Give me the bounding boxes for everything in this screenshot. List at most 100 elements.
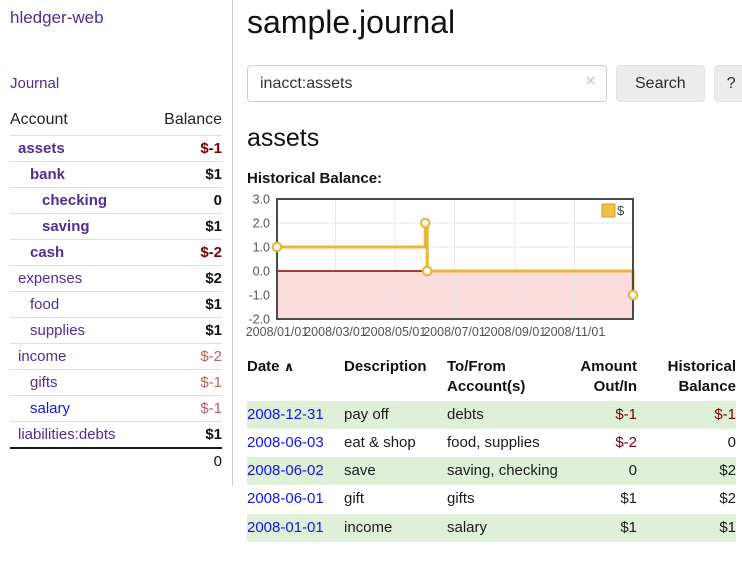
account-balance: $1 <box>146 291 222 318</box>
y-axis-tick-label: -2.0 <box>248 313 270 327</box>
accounts-header-balance: Balance <box>164 111 222 128</box>
transaction-description: income <box>344 518 393 536</box>
sidebar-item-journal[interactable]: Journal <box>10 75 60 92</box>
account-name-cell: liabilities:debts <box>10 421 147 448</box>
account-row: gifts $-1 <box>10 369 222 396</box>
data-point-marker <box>271 241 283 253</box>
transaction-date-link[interactable]: 2008-06-03 <box>247 433 324 451</box>
transaction-accounts: debts <box>447 405 484 423</box>
register-row: 2008-06-02 save saving, checking 0 $2 <box>247 457 736 486</box>
data-point-marker <box>627 289 639 301</box>
account-balance: 0 <box>146 187 222 214</box>
sidebar-nav: Journal <box>10 75 222 93</box>
account-balance: $-1 <box>146 135 222 162</box>
col-amount-out-in: Amount Out/In <box>580 358 637 396</box>
x-axis-tick-label: 2008/03/01 <box>304 325 367 339</box>
main-content: sample.journal ✕ Search ? assets Histori… <box>233 0 742 542</box>
col-date[interactable]: Date ∧ <box>247 355 344 401</box>
account-row: checking 0 <box>10 187 222 214</box>
accounts-table: Account Balance assets $-1 bank $1 checking 0… <box>10 109 222 474</box>
register-row: 2008-12-31 pay off debts $-1 $-1 <box>247 400 736 429</box>
register-table: Date ∧ Description To/From Account(s) Am… <box>247 355 736 542</box>
accounts-tbody: assets $-1 bank $1 checking 0 saving $1 cash $-2 e… <box>10 135 222 448</box>
account-balance: $-1 <box>146 369 222 396</box>
help-button[interactable]: ? <box>713 65 742 102</box>
account-link-assets[interactable]: assets <box>18 140 65 157</box>
search-form: ✕ Search ? <box>247 65 742 102</box>
account-name-cell: checking <box>10 187 147 214</box>
chart-heading: Historical Balance: <box>247 170 383 187</box>
account-row: food $1 <box>10 291 222 318</box>
transaction-accounts: gifts <box>447 490 475 508</box>
transaction-accounts: food, supplies <box>447 433 540 451</box>
search-input[interactable] <box>247 65 607 102</box>
register-row: 2008-01-01 income salary $1 $1 <box>247 513 736 542</box>
x-axis-tick-label: 2008/01/01 <box>246 325 309 339</box>
accounts-header-account: Account <box>10 111 68 128</box>
account-link-income[interactable]: income <box>18 348 67 365</box>
transaction-date-link[interactable]: 2008-01-01 <box>247 518 324 536</box>
account-link-supplies[interactable]: supplies <box>30 322 86 339</box>
register-row: 2008-06-01 gift gifts $1 $2 <box>247 485 736 513</box>
transaction-balance: $2 <box>719 462 736 479</box>
transaction-accounts: salary <box>447 518 488 536</box>
account-link-cash[interactable]: cash <box>30 244 65 261</box>
x-axis-tick-label: 2008/07/01 <box>423 325 486 339</box>
app-title-link[interactable]: hledger-web <box>10 8 104 27</box>
x-axis-tick-label: 2008/05/01 <box>364 325 427 339</box>
y-axis-tick-label: 3.0 <box>253 193 270 207</box>
account-link-liabilities-debts[interactable]: liabilities:debts <box>18 426 116 443</box>
transaction-date-cell: 2008-06-01 <box>247 485 344 513</box>
col-description: Description <box>344 358 427 375</box>
account-link-bank[interactable]: bank <box>30 166 66 183</box>
y-axis-tick-label: 1.0 <box>253 241 270 255</box>
account-link-food[interactable]: food <box>30 296 60 313</box>
account-link-saving[interactable]: saving <box>42 218 90 235</box>
account-name-cell: supplies <box>10 317 147 344</box>
account-balance: $-2 <box>146 343 222 370</box>
transaction-date-link[interactable]: 2008-12-31 <box>247 405 324 423</box>
account-row: income $-2 <box>10 343 222 370</box>
transaction-accounts: saving, checking <box>447 462 558 479</box>
col-accounts: To/From Account(s) <box>447 358 526 396</box>
transaction-description: gift <box>344 490 365 508</box>
search-button[interactable]: Search <box>616 65 705 102</box>
account-row: supplies $1 <box>10 317 222 344</box>
transaction-date-cell: 2008-01-01 <box>247 514 344 542</box>
register-row: 2008-06-03 eat & shop food, supplies $-2 0 <box>247 429 736 457</box>
account-link-gifts[interactable]: gifts <box>30 374 58 391</box>
account-name-cell: food <box>10 291 147 318</box>
transaction-description: save <box>344 462 376 479</box>
transaction-description: pay off <box>344 405 389 423</box>
account-name-cell: expenses <box>10 265 147 292</box>
transaction-amount: $-2 <box>615 433 637 451</box>
y-axis-tick-label: 2.0 <box>253 217 270 231</box>
account-row: assets $-1 <box>10 135 222 162</box>
account-name-cell: bank <box>10 161 147 188</box>
account-balance: $2 <box>146 265 222 292</box>
transaction-balance: 0 <box>727 433 736 451</box>
account-name-cell: gifts <box>10 369 147 396</box>
transaction-date-link[interactable]: 2008-06-02 <box>247 462 324 479</box>
col-historical-balance: Historical Balance <box>667 358 736 396</box>
transaction-date-link[interactable]: 2008-06-01 <box>247 490 324 508</box>
accounts-total-value: 0 <box>146 447 222 474</box>
account-link-expenses[interactable]: expenses <box>18 270 83 287</box>
account-link-checking[interactable]: checking <box>42 192 108 209</box>
account-balance: $1 <box>146 213 222 240</box>
data-point-marker <box>419 217 431 229</box>
register-header-row: Date ∧ Description To/From Account(s) Am… <box>247 355 736 401</box>
account-balance: $1 <box>146 161 222 188</box>
data-point-marker <box>421 265 433 277</box>
account-name-cell: saving <box>10 213 147 240</box>
transaction-description: eat & shop <box>344 433 416 451</box>
account-link-salary[interactable]: salary <box>30 400 71 417</box>
x-axis-tick-label: 2008/09/01 <box>484 325 547 339</box>
y-axis-tick-label: -1.0 <box>248 289 270 303</box>
account-name-cell: salary <box>10 395 147 422</box>
x-axis-tick-label: 2008/11/01 <box>544 325 606 339</box>
register-tbody: 2008-12-31 pay off debts $-1 $-1 2008-06-03 ea… <box>247 400 736 542</box>
clear-search-icon[interactable]: ✕ <box>584 73 597 90</box>
accounts-total-row: 0 <box>10 447 222 474</box>
plot-border <box>276 198 634 320</box>
